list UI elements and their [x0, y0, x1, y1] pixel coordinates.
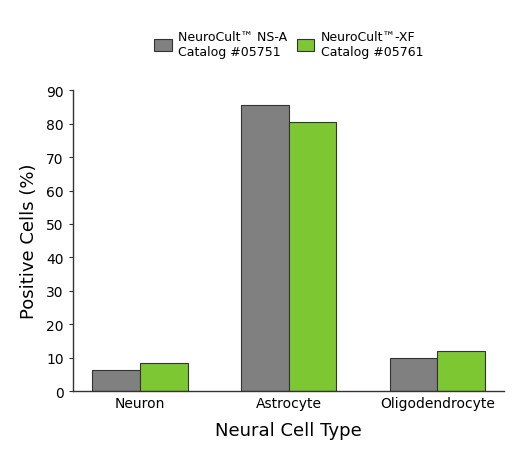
- Legend: NeuroCult™ NS-A
Catalog #05751, NeuroCult™-XF
Catalog #05761: NeuroCult™ NS-A Catalog #05751, NeuroCul…: [154, 31, 423, 59]
- Bar: [289, 123, 336, 391]
- X-axis label: Neural Cell Type: Neural Cell Type: [215, 421, 362, 439]
- Bar: [140, 363, 188, 391]
- Y-axis label: Positive Cells (%): Positive Cells (%): [20, 163, 38, 319]
- Bar: [437, 351, 485, 391]
- Bar: [241, 106, 289, 391]
- Bar: [93, 371, 140, 391]
- Bar: [389, 358, 437, 391]
